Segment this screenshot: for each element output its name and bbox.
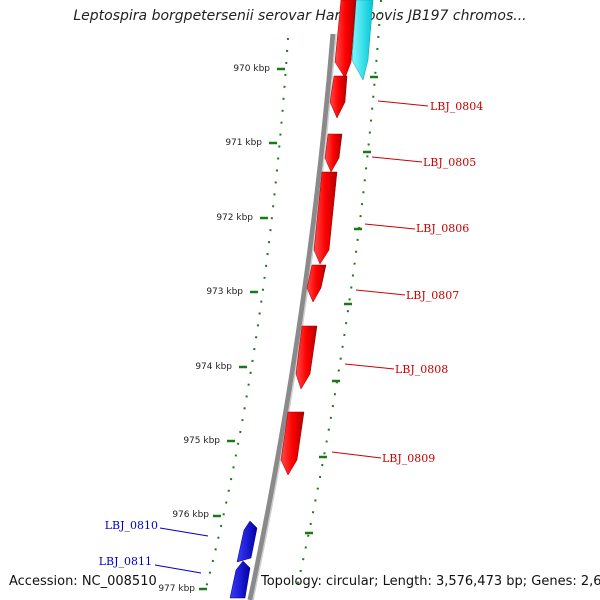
gene-label-lbj-0809[interactable]: LBJ_0809 (382, 452, 435, 465)
gene-label-lbj-0804[interactable]: LBJ_0804 (430, 100, 483, 113)
left-ruler-ticks (199, 67, 285, 591)
accession-text: Accession: NC_008510 (9, 574, 157, 589)
gene-label-lbj-0810[interactable]: LBJ_0810 (105, 519, 158, 532)
gene-label-lbj-0806[interactable]: LBJ_0806 (416, 222, 469, 235)
gene-lbj-0811[interactable] (229, 560, 251, 599)
gene-lbj-0803[interactable] (334, 0, 357, 79)
gene-leader-lines (154, 100, 429, 574)
tick-label: 976 kbp (172, 510, 209, 520)
map-title: Leptospira borgpetersenii serovar Hardjo… (73, 8, 527, 24)
gene-lbj-0805[interactable] (324, 133, 343, 173)
kbp-ruler-left (204, 37, 289, 593)
tick-label: 972 kbp (216, 213, 253, 223)
gene-label-lbj-0811[interactable]: LBJ_0811 (99, 555, 152, 568)
gene-lbj-0810[interactable] (236, 520, 258, 563)
tick-label: 977 kbp (158, 584, 195, 594)
tick-label: 971 kbp (225, 138, 262, 148)
gene-labels: LBJ_0804 LBJ_0805 LBJ_0806 LBJ_0807 LBJ_… (99, 100, 484, 568)
gene-lbj-0804[interactable] (329, 75, 348, 119)
gene-lbj-0806[interactable] (313, 171, 338, 265)
gene-lbj-0809[interactable] (280, 411, 305, 476)
sequence-summary: Topology: circular; Length: 3,576,473 bp… (261, 574, 600, 589)
gene-lbj-0808[interactable] (295, 325, 318, 390)
gene-label-lbj-0805[interactable]: LBJ_0805 (423, 156, 476, 169)
plus-strand-genes (280, 0, 357, 476)
tick-label: 974 kbp (195, 362, 232, 372)
minus-strand-genes (229, 520, 258, 599)
tick-label: 975 kbp (183, 436, 220, 446)
gene-label-lbj-0808[interactable]: LBJ_0808 (395, 363, 448, 376)
gene-lbj-0807[interactable] (306, 264, 327, 303)
kbp-labels: 970 kbp 971 kbp 972 kbp 973 kbp 974 kbp … (158, 64, 270, 594)
tick-label: 973 kbp (206, 287, 243, 297)
right-ruler-ticks (305, 75, 378, 535)
chromosome-backbone (247, 33, 336, 600)
gene-label-lbj-0807[interactable]: LBJ_0807 (406, 289, 459, 302)
rna-gene-feature[interactable] (351, 0, 374, 81)
tick-label: 970 kbp (233, 64, 270, 74)
